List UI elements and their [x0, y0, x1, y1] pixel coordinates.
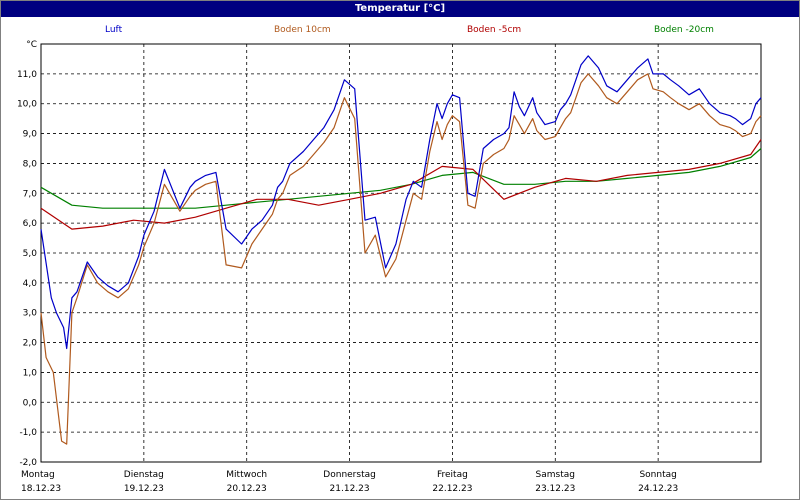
legend-luft: Luft — [105, 25, 123, 35]
chart-title: Temperatur [°C] — [354, 3, 446, 14]
x-day-label: Mittwoch — [226, 470, 267, 480]
x-date-label: 20.12.23 — [227, 484, 267, 494]
y-tick-label: 0,0 — [23, 398, 38, 408]
y-tick-label: 3,0 — [23, 309, 38, 319]
legend-boden-10cm: Boden 10cm — [274, 25, 331, 35]
legend-boden-5cm: Boden -5cm — [467, 25, 522, 35]
y-tick-label: 8,0 — [23, 159, 38, 169]
y-tick-label: 6,0 — [23, 219, 38, 229]
x-day-label: Donnerstag — [323, 470, 376, 480]
x-day-label: Dienstag — [124, 470, 164, 480]
y-tick-label: 4,0 — [23, 279, 38, 289]
x-date-label: 22.12.23 — [432, 484, 472, 494]
title-bar: Temperatur [°C] — [1, 1, 799, 17]
y-tick-label: -1,0 — [19, 428, 37, 438]
series-line-luft — [40, 55, 762, 350]
x-date-label: 18.12.23 — [21, 484, 61, 494]
x-axis: Montag 18.12.23 Dienstag 19.12.23 Mittwoch 20… — [21, 470, 678, 494]
legend-boden-20cm: Boden -20cm — [654, 25, 714, 35]
y-tick-label: 7,0 — [23, 189, 38, 199]
x-day-label: Samstag — [536, 470, 575, 480]
y-tick-label: 9,0 — [23, 130, 38, 140]
y-tick-label: 2,0 — [23, 339, 38, 349]
y-tick-label: 1,0 — [23, 368, 38, 378]
series-line-boden-5cm — [40, 139, 762, 230]
x-date-label: 23.12.23 — [535, 484, 575, 494]
x-day-label: Montag — [21, 470, 55, 480]
y-tick-label: 11,0 — [17, 70, 37, 80]
y-tick-label: 5,0 — [23, 249, 38, 259]
x-date-label: 24.12.23 — [638, 484, 678, 494]
y-tick-label: 10,0 — [17, 100, 37, 110]
x-day-label: Sonntag — [639, 470, 676, 480]
x-date-label: 21.12.23 — [330, 484, 370, 494]
temperature-plot: -2,0 -1,0 0,0 1,0 2,0 3,0 4,0 5,0 6,0 7,0 8,0 9,0 10… — [17, 40, 762, 494]
x-date-label: 19.12.23 — [124, 484, 164, 494]
y-unit-label: °C — [26, 40, 37, 50]
series-line-boden-10cm — [40, 73, 762, 445]
series-lines — [40, 55, 762, 445]
y-tick-label: -2,0 — [19, 458, 37, 468]
x-day-label: Freitag — [437, 470, 468, 480]
y-axis: -2,0 -1,0 0,0 1,0 2,0 3,0 4,0 5,0 6,0 7,0 8,0 9,0 10… — [17, 40, 37, 468]
